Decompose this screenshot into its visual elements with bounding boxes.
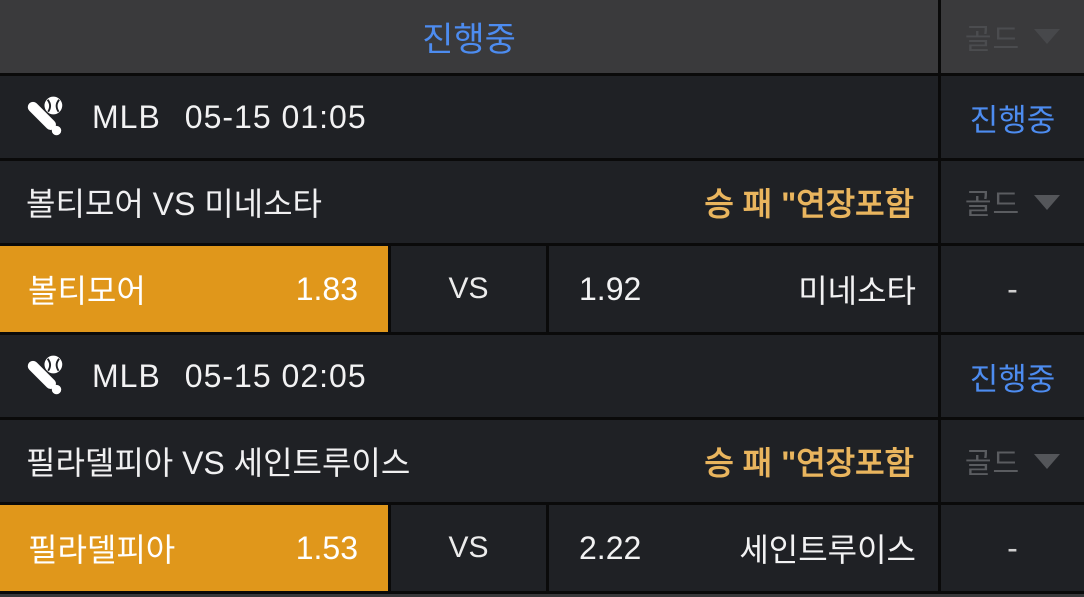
home-odds-button-selected[interactable]: 볼티모어 1.83	[0, 246, 391, 332]
home-team-name: 볼티모어	[28, 273, 146, 309]
away-odds-button[interactable]: 1.92 미네소타	[549, 246, 941, 332]
game-status: 진행중	[941, 335, 1084, 417]
market-type-label: 승 패 "연장포함	[704, 186, 914, 222]
away-team-name: 세인트루이스	[739, 532, 916, 568]
game-start-time: 05-15 01:05	[184, 98, 367, 135]
home-team-name: 필라델피아	[28, 532, 176, 568]
gold-dropdown-label: 골드	[964, 23, 1021, 56]
draw-odds-cell[interactable]: -	[1007, 270, 1018, 307]
home-odds-value: 1.53	[295, 529, 358, 566]
odds-row: 필라델피아 1.53 VS 2.22 세인트루이스 -	[0, 505, 1084, 591]
game-start-time: 05-15 02:05	[184, 357, 367, 394]
game-header-main: MLB 05-15 02:05	[0, 335, 941, 417]
versus-cell[interactable]: VS	[391, 246, 549, 332]
league-name: MLB	[92, 357, 161, 394]
match-title-main: 필라델피아 VS 세인트루이스 승 패 "연장포함	[0, 420, 941, 502]
tab-in-progress[interactable]: 진행중	[422, 21, 516, 59]
gold-dropdown-label: 골드	[964, 448, 1021, 480]
match-title-row: 필라델피아 VS 세인트루이스 승 패 "연장포함 골드	[0, 420, 1084, 502]
match-gold-dropdown[interactable]: 골드	[941, 420, 1084, 502]
game-header-main: MLB 05-15 01:05	[0, 76, 941, 158]
away-odds-value: 1.92	[579, 270, 642, 307]
header-bar: 진행중 골드	[0, 0, 1084, 73]
away-team-name: 미네소타	[798, 273, 916, 309]
game-header-row[interactable]: MLB 05-15 01:05 진행중	[0, 76, 1084, 158]
gold-dropdown-label: 골드	[964, 189, 1021, 221]
away-odds-button[interactable]: 2.22 세인트루이스	[549, 505, 941, 591]
versus-cell[interactable]: VS	[391, 505, 549, 591]
away-odds-value: 2.22	[579, 529, 642, 566]
header-gold-dropdown[interactable]: 골드	[941, 0, 1084, 73]
draw-odds-cell[interactable]: -	[1007, 529, 1018, 566]
match-gold-dropdown[interactable]: 골드	[941, 161, 1084, 243]
league-name: MLB	[92, 98, 161, 135]
match-title-main: 볼티모어 VS 미네소타 승 패 "연장포함	[0, 161, 941, 243]
match-title: 필라델피아 VS 세인트루이스	[26, 445, 411, 481]
game-status: 진행중	[941, 76, 1084, 158]
market-type-label: 승 패 "연장포함	[704, 445, 914, 481]
header-main: 진행중	[0, 0, 941, 73]
baseball-bat-icon	[22, 353, 68, 399]
chevron-down-icon	[1034, 29, 1061, 44]
home-odds-value: 1.83	[295, 270, 358, 307]
chevron-down-icon	[1034, 194, 1061, 210]
baseball-bat-icon	[22, 94, 68, 140]
status-in-progress: 진행중	[969, 361, 1056, 397]
odds-row: 볼티모어 1.83 VS 1.92 미네소타 -	[0, 246, 1084, 332]
match-title-row: 볼티모어 VS 미네소타 승 패 "연장포함 골드	[0, 161, 1084, 243]
game-header-row[interactable]: MLB 05-15 02:05 진행중	[0, 335, 1084, 417]
home-odds-button-selected[interactable]: 필라델피아 1.53	[0, 505, 391, 591]
status-in-progress: 진행중	[969, 102, 1056, 138]
chevron-down-icon	[1034, 453, 1061, 469]
match-title: 볼티모어 VS 미네소타	[26, 186, 322, 222]
